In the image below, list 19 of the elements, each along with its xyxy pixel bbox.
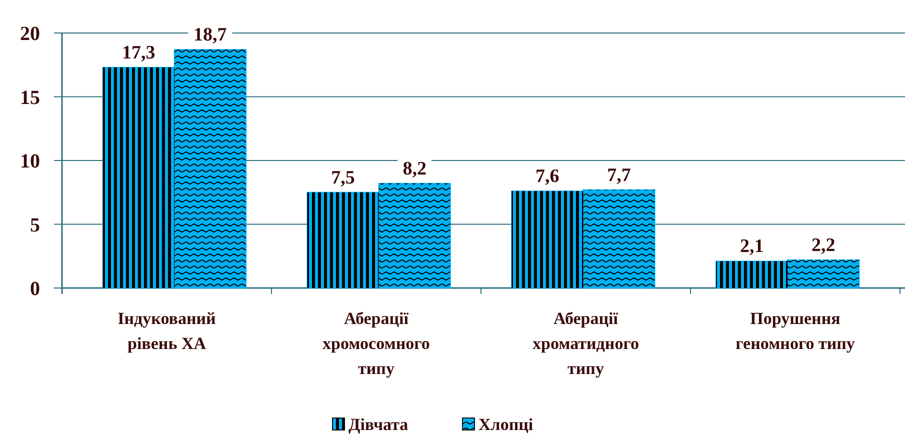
data-label: 8,2 bbox=[402, 158, 426, 180]
legend-label: Хлопці bbox=[478, 415, 534, 434]
y-tick-label: 15 bbox=[20, 86, 40, 109]
data-label: 17,3 bbox=[122, 42, 156, 64]
x-tick-label: Аберації хромосомного типу bbox=[322, 309, 430, 378]
y-tick-label: 10 bbox=[20, 150, 40, 172]
data-label: 18,7 bbox=[194, 24, 228, 46]
data-label: 7,6 bbox=[536, 166, 560, 188]
data-label: 2,2 bbox=[811, 234, 836, 256]
y-tick-label: 0 bbox=[30, 278, 40, 300]
x-tick-label: Індукований рівень ХА bbox=[118, 309, 216, 353]
x-tick-label: Порушення геномного типу bbox=[736, 309, 856, 353]
data-label: 2,1 bbox=[740, 236, 764, 258]
data-label: 7,5 bbox=[331, 167, 355, 188]
y-tick-label: 20 bbox=[20, 23, 40, 45]
data-label: 7,7 bbox=[607, 164, 632, 186]
y-tick-label: 5 bbox=[30, 214, 40, 236]
legend-label: Дівчата bbox=[348, 415, 409, 434]
x-tick-label: Аберації хроматидного типу bbox=[532, 309, 639, 378]
